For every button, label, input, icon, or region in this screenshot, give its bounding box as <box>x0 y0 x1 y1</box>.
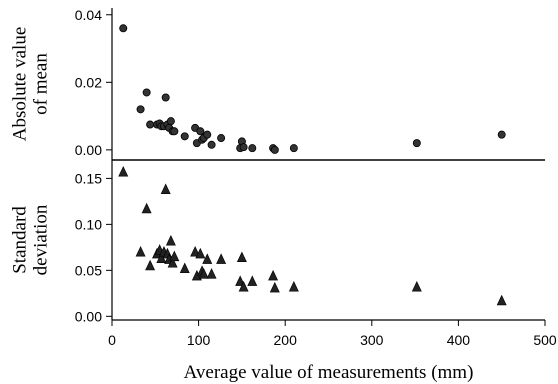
x-axis-title: Average value of measurements (mm) <box>184 362 474 383</box>
top-panel-y-tick-label: 0.00 <box>75 142 102 158</box>
data-point-triangle <box>206 268 217 279</box>
data-point-circle <box>203 130 212 139</box>
data-point-circle <box>119 24 128 33</box>
data-point-triangle <box>145 259 156 271</box>
bottom-panel-y-axis-title-line: deviation <box>31 204 52 275</box>
top-panel-y-axis-title-line: Absolute value <box>10 27 31 142</box>
data-point-triangle <box>216 253 227 264</box>
data-point-triangle <box>160 183 171 194</box>
data-point-triangle <box>411 280 422 292</box>
data-point-triangle <box>202 253 213 264</box>
data-point-circle <box>412 139 421 148</box>
data-point-triangle <box>195 247 206 259</box>
data-point-triangle <box>247 275 258 286</box>
top-panel-y-tick-label: 0.04 <box>75 7 102 23</box>
data-point-circle <box>136 105 145 114</box>
data-point-triangle <box>235 275 246 286</box>
data-point-triangle <box>165 234 176 246</box>
data-point-triangle <box>118 166 129 177</box>
data-point-circle <box>248 144 257 153</box>
data-point-triangle <box>238 280 249 292</box>
data-point-triangle <box>169 250 180 262</box>
data-point-triangle <box>141 202 152 214</box>
data-point-circle <box>166 117 175 126</box>
x-tick-label: 200 <box>274 332 298 348</box>
data-point-triangle <box>198 268 209 279</box>
top-panel-y-tick-label: 0.02 <box>75 74 102 90</box>
data-point-triangle <box>236 251 247 263</box>
data-point-circle <box>217 134 226 143</box>
x-tick-label: 300 <box>360 332 384 348</box>
x-tick-label: 0 <box>108 332 116 348</box>
data-point-triangle <box>135 246 146 257</box>
data-point-circle <box>142 88 151 97</box>
top-panel-y-axis-title-line: of mean <box>31 53 52 115</box>
x-tick-label: 400 <box>447 332 471 348</box>
data-point-triangle <box>268 269 279 281</box>
bottom-panel-y-axis-title-line: Standard <box>10 206 31 274</box>
data-point-circle <box>289 144 298 153</box>
x-tick-label: 500 <box>533 332 557 348</box>
data-point-circle <box>239 143 248 152</box>
data-point-triangle <box>179 262 190 274</box>
bottom-panel-y-tick-label: 0.15 <box>75 170 102 186</box>
data-point-triangle <box>190 246 201 257</box>
data-point-circle <box>146 120 155 129</box>
data-point-triangle <box>269 281 280 293</box>
bottom-panel-y-tick-label: 0.00 <box>75 308 102 324</box>
bottom-panel-y-tick-label: 0.05 <box>75 262 102 278</box>
data-point-circle <box>207 140 216 149</box>
data-point-triangle <box>288 280 299 292</box>
data-point-circle <box>180 132 189 141</box>
data-point-triangle <box>496 294 507 306</box>
data-point-circle <box>196 127 205 136</box>
bottom-panel-y-tick-label: 0.10 <box>75 216 102 232</box>
data-point-triangle <box>167 257 178 268</box>
data-point-circle <box>161 93 170 102</box>
data-point-circle <box>270 145 279 154</box>
data-point-circle <box>497 130 506 139</box>
data-point-circle <box>170 127 179 136</box>
x-tick-label: 100 <box>187 332 211 348</box>
